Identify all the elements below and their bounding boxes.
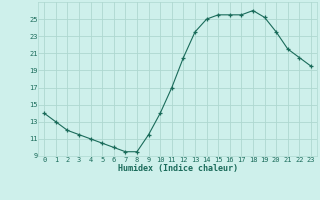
X-axis label: Humidex (Indice chaleur): Humidex (Indice chaleur): [118, 164, 238, 173]
